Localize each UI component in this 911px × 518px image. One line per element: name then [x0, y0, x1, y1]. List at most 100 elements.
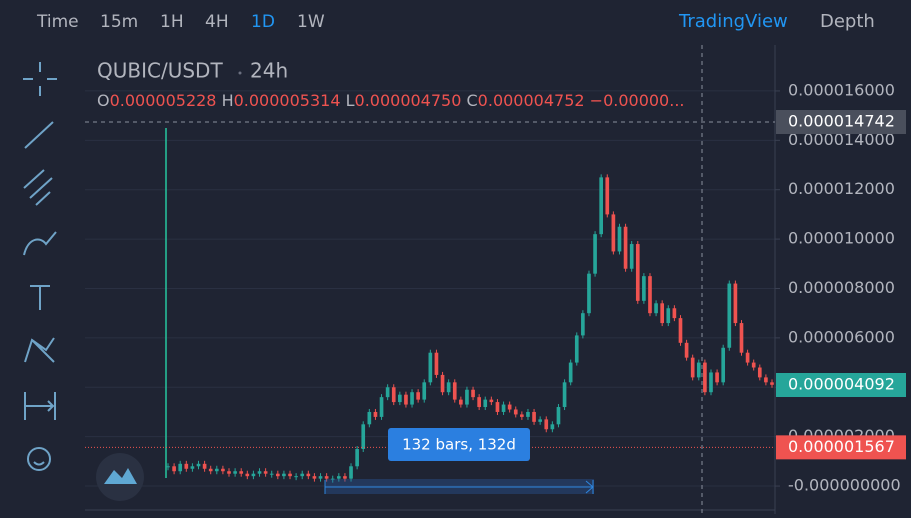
price-label-box: [776, 435, 906, 460]
candle-body: [611, 214, 616, 252]
legend-ohlc: O0.000005228 H0.000005314 L0.000004750 C…: [97, 91, 684, 110]
candle-body: [629, 244, 634, 269]
tool-text[interactable]: [30, 285, 50, 310]
interval[interactable]: 1H: [160, 12, 184, 32]
candle-body: [282, 473, 286, 477]
candle-body: [733, 283, 738, 324]
ohlc-label: H: [222, 91, 234, 110]
interval[interactable]: Time: [36, 12, 79, 32]
legend-interval: 24h: [250, 59, 288, 83]
candle-body: [568, 362, 573, 383]
price-axis: -0.0000000000.0000020000.0000040000.0000…: [775, 80, 901, 495]
measure-tooltip: [388, 428, 530, 461]
candle-body: [764, 377, 768, 383]
candle-body: [214, 468, 219, 472]
tool-emoji[interactable]: [27, 447, 51, 471]
candle-body: [642, 276, 646, 301]
candle-body: [696, 362, 701, 378]
tool-brush[interactable]: [23, 231, 57, 256]
ohlc-value: 0.000005314: [234, 91, 341, 110]
candle-body: [343, 476, 347, 479]
candle-body: [745, 352, 750, 363]
candle-body: [367, 411, 372, 425]
legend-symbol: QUBIC/USDT: [97, 59, 223, 83]
candle-body: [404, 394, 408, 405]
price-label: 0.000001567: [788, 437, 895, 456]
candle-body: [184, 463, 189, 469]
candle-body: [440, 374, 445, 393]
drawing-tools: [23, 62, 144, 501]
y-tick-label: -0.000000000: [788, 476, 901, 495]
candle-body: [416, 392, 420, 400]
ohlc-label: C: [467, 91, 478, 110]
candle-body: [239, 471, 244, 474]
candle-body: [715, 372, 719, 383]
candle-body: [306, 473, 311, 477]
candle-body: [635, 244, 640, 301]
ohlc-label: O: [97, 91, 110, 110]
candle-body: [617, 226, 622, 252]
candle-body: [166, 466, 170, 468]
candle-body: [483, 399, 488, 408]
candle-body: [422, 382, 427, 400]
candle-body: [336, 476, 341, 479]
price-label-box: [776, 109, 906, 134]
candle-body: [489, 399, 494, 403]
candle-body: [196, 463, 201, 467]
ohlc-label: L: [346, 91, 355, 110]
y-tick-label: 0.000008000: [788, 278, 895, 297]
tool-measure[interactable]: [24, 392, 56, 420]
candle-body: [721, 347, 726, 383]
y-tick-label: 0.000014000: [788, 130, 895, 149]
candle-body: [172, 466, 176, 472]
candle-body: [379, 397, 384, 417]
interval[interactable]: 4H: [205, 12, 229, 32]
ohlc-change: −0.00000...: [590, 91, 685, 110]
candle-body: [495, 402, 500, 412]
candle-body: [593, 234, 597, 274]
candle-body: [751, 362, 756, 368]
candle-body: [465, 389, 469, 405]
candle-body: [233, 471, 237, 474]
candle-body: [532, 411, 536, 422]
candle-body: [190, 466, 195, 469]
overlay: 0.000014742 0.000004092 0.000001567: [85, 109, 906, 460]
tool-line[interactable]: [24, 121, 54, 149]
candle-body: [727, 283, 732, 348]
candles: [166, 174, 774, 483]
y-tick-label: 0.000006000: [788, 327, 895, 346]
tool-pattern[interactable]: [24, 337, 55, 363]
candle-body: [709, 372, 713, 393]
candle-body: [501, 404, 506, 412]
measure-arrow-head: [324, 480, 594, 494]
interval[interactable]: 1W: [297, 12, 325, 32]
candle-body: [312, 476, 317, 479]
candle-body: [202, 463, 207, 469]
interval[interactable]: 15m: [100, 12, 138, 32]
candle-body: [550, 424, 555, 430]
candle-body: [398, 394, 402, 403]
candle-body: [690, 357, 695, 378]
interval-active[interactable]: 1D: [251, 12, 275, 32]
y-tick-label: 0.000016000: [788, 80, 895, 99]
candle-body: [178, 463, 183, 472]
candle-body: [574, 335, 579, 363]
candle-body: [562, 382, 567, 408]
candle-body: [556, 407, 561, 425]
candle-body: [263, 471, 268, 474]
candle-body: [678, 318, 683, 343]
ohlc-value: 0.000004750: [355, 91, 462, 110]
view-tab-active[interactable]: TradingView: [678, 11, 788, 32]
candle-body: [770, 382, 774, 385]
candle-body: [544, 419, 549, 430]
tool-crosshair[interactable]: [23, 62, 57, 96]
tool-fib[interactable]: [23, 169, 53, 206]
view-tab[interactable]: Depth: [820, 11, 875, 32]
candle-body: [672, 308, 677, 319]
y-tick-label: 0.000010000: [788, 229, 895, 248]
logo-mark: [104, 468, 137, 484]
candle-body: [330, 478, 335, 480]
ohlc-value: 0.000004752: [478, 91, 585, 110]
legend-dot: [238, 71, 242, 75]
